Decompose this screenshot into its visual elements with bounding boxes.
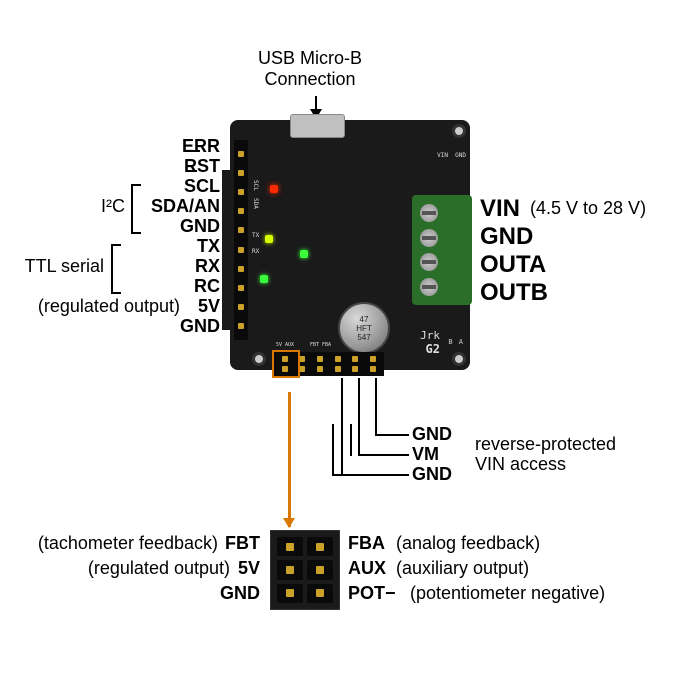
term-gnd: GND (480, 223, 533, 251)
pin-5v: 5V (198, 296, 220, 317)
pin-tx: TX (197, 236, 220, 257)
terminal-block (412, 195, 472, 305)
mounting-hole-br (452, 352, 466, 366)
pin-err: ERR (182, 136, 220, 157)
term-outb: OUTB (480, 279, 548, 307)
silk-gnd: GND (455, 152, 466, 159)
zoom-aux-note: (auxiliary output) (396, 558, 529, 579)
pin-rst: RST (184, 156, 220, 177)
led-green-2 (300, 250, 308, 258)
usb-label: USB Micro-B Connection (258, 48, 362, 90)
pcb-board: 47 HFT 547 VIN GND SCL SDA TX RX Jrk G2 … (230, 120, 470, 370)
led-green (260, 275, 268, 283)
ttl-bracket (111, 244, 113, 294)
pad-gnd-r: GND (412, 424, 452, 445)
zoom-fba-note: (analog feedback) (396, 533, 540, 554)
orange-highlight-box (272, 350, 300, 378)
pad-gnd-l: GND (412, 464, 452, 485)
pin-scl: SCL (184, 176, 220, 197)
zoom-header-inset (270, 530, 340, 610)
l-bracket-mid (350, 424, 360, 456)
regulated-note: (regulated output) (38, 296, 180, 317)
zoom-pot-note: (potentiometer negative) (410, 583, 605, 604)
capacitor: 47 HFT 547 (338, 302, 390, 354)
zoom-5v-note: (regulated output) (88, 558, 230, 579)
usb-label-line1: USB Micro-B (258, 48, 362, 69)
orange-leader (288, 392, 291, 527)
l-bracket-outer (332, 424, 342, 476)
rev-protect-2: VIN access (475, 454, 566, 475)
led-red (270, 185, 278, 193)
rev-protect-1: reverse-protected (475, 434, 616, 455)
i2c-label: I²C (101, 196, 125, 217)
left-header-pins (234, 140, 248, 340)
zoom-fba: FBA (348, 533, 385, 554)
term-vin: VIN (480, 195, 520, 223)
zoom-gnd: GND (220, 583, 260, 604)
zoom-5v: 5V (238, 558, 260, 579)
pad-vm: VM (412, 444, 439, 465)
pin-sda: SDA/AN (151, 196, 220, 217)
silk-ba: B A (448, 338, 464, 346)
ttl-label: TTL serial (25, 256, 104, 277)
term-outa: OUTA (480, 251, 546, 279)
zoom-fbt-note: (tachometer feedback) (38, 533, 218, 554)
led-yellow (265, 235, 273, 243)
vin-range: (4.5 V to 28 V) (530, 198, 646, 219)
silk-vin: VIN (437, 152, 448, 159)
board-logo-2: G2 (426, 342, 440, 356)
zoom-pot: POT− (348, 583, 396, 604)
usb-connector (290, 114, 345, 138)
gnd-line-r (375, 378, 377, 436)
usb-label-line2: Connection (258, 69, 362, 90)
pin-gnd2: GND (180, 316, 220, 337)
i2c-bracket (131, 184, 133, 234)
mounting-hole-bl (252, 352, 266, 366)
pin-rc: RC (194, 276, 220, 297)
zoom-aux: AUX (348, 558, 386, 579)
board-logo-1: Jrk (420, 329, 440, 342)
mounting-hole-tr (452, 124, 466, 138)
zoom-fbt: FBT (225, 533, 260, 554)
pin-gnd1: GND (180, 216, 220, 237)
pin-rx: RX (195, 256, 220, 277)
